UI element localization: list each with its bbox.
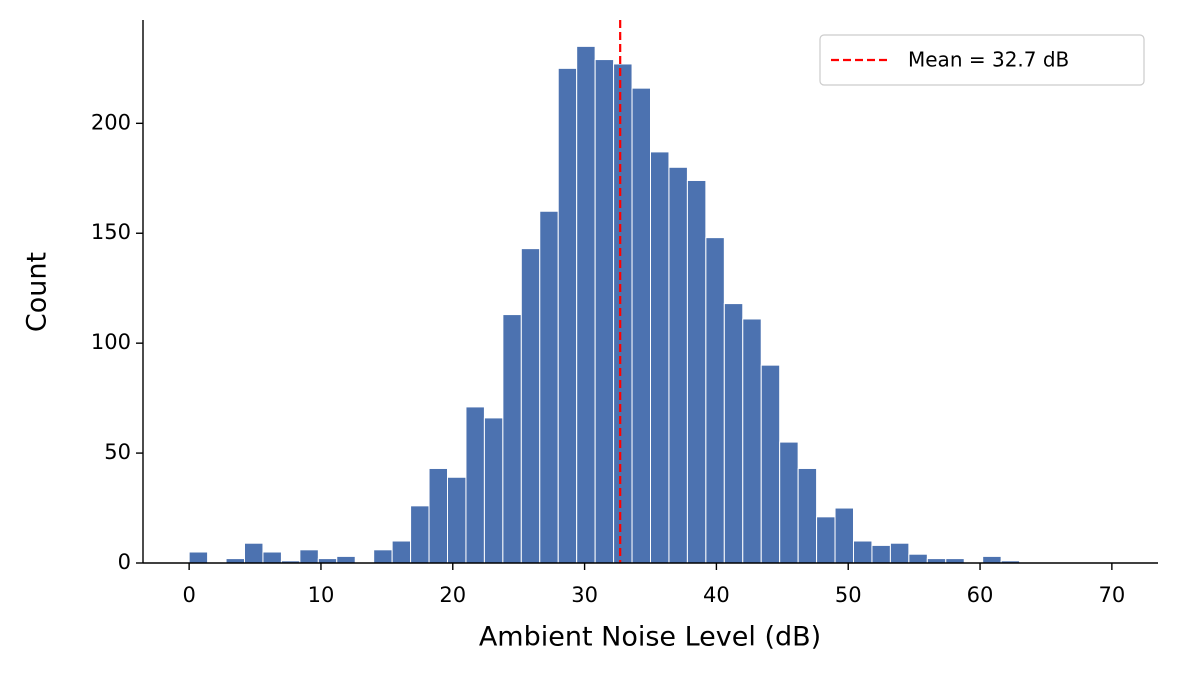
x-tick-label: 50 — [835, 583, 862, 607]
y-tick-label: 0 — [118, 550, 131, 574]
bar — [447, 476, 467, 564]
bar — [391, 540, 412, 564]
bar — [410, 505, 430, 564]
bar — [650, 151, 670, 564]
y-tick-label: 150 — [91, 220, 131, 244]
bar — [594, 59, 615, 564]
x-tick-label: 40 — [703, 583, 730, 607]
bar — [557, 67, 578, 564]
bar — [853, 540, 873, 564]
bar — [613, 63, 633, 564]
legend-box — [819, 34, 1145, 86]
bar — [465, 406, 485, 564]
x-tick-label: 60 — [967, 583, 994, 607]
bar — [816, 516, 836, 564]
bar — [742, 318, 762, 564]
bar — [336, 555, 356, 564]
bar — [262, 551, 282, 564]
bar — [723, 303, 744, 564]
bar — [668, 166, 688, 564]
x-tick-label: 30 — [571, 583, 598, 607]
bar — [760, 364, 781, 564]
y-axis-label: Count — [22, 252, 53, 332]
bar — [982, 555, 1002, 564]
bar — [428, 467, 448, 564]
y-tick-label: 100 — [91, 330, 131, 354]
y-tick-label: 50 — [104, 440, 131, 464]
bar — [539, 210, 559, 564]
x-tick-label: 20 — [439, 583, 466, 607]
bar — [871, 544, 891, 564]
legend-label: Mean = 32.7 dB — [908, 48, 1069, 72]
bar — [483, 417, 504, 564]
y-tick-label: 200 — [91, 110, 131, 134]
bar — [502, 314, 522, 564]
bar — [834, 507, 855, 564]
bar — [908, 553, 928, 564]
bar — [889, 542, 910, 564]
bar — [779, 441, 799, 564]
bar — [686, 179, 707, 564]
x-tick-label: 70 — [1098, 583, 1125, 607]
x-tick-label: 10 — [308, 583, 335, 607]
bar — [797, 467, 818, 564]
bar — [520, 248, 541, 564]
bar — [576, 45, 596, 564]
bar — [705, 237, 725, 564]
bar — [188, 551, 209, 564]
bar — [373, 549, 393, 564]
bar — [244, 542, 264, 564]
bar — [631, 87, 652, 564]
x-tick-label: 0 — [182, 583, 195, 607]
bar — [299, 549, 319, 564]
x-axis-label: Ambient Noise Level (dB) — [479, 622, 821, 653]
